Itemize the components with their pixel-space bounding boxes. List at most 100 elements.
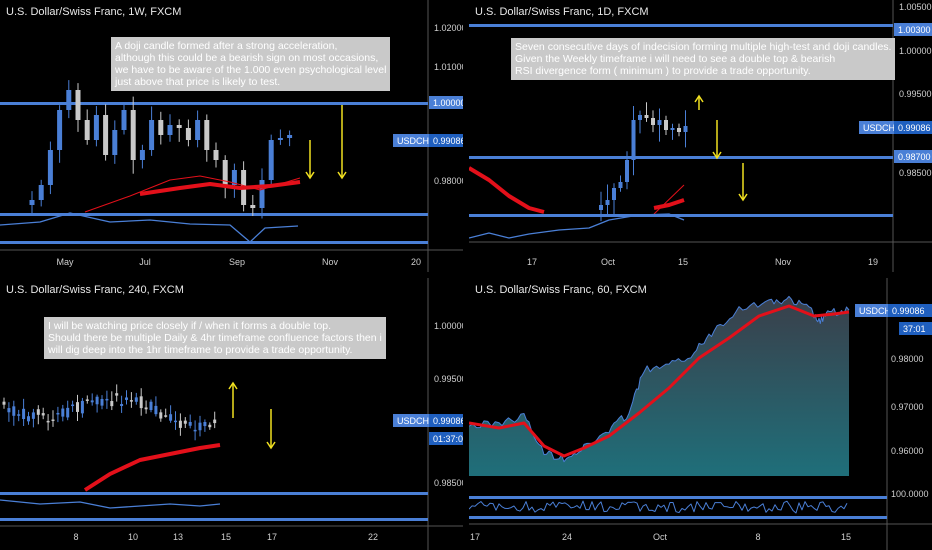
h4-annotation: I will be watching price closely if / wh… [44, 317, 386, 359]
current-price-tag-bg [429, 134, 463, 147]
price-area-fill [469, 296, 849, 476]
time-tick-label: 17 [527, 257, 537, 267]
h4-candle [41, 413, 45, 416]
daily-candle [670, 128, 675, 130]
symbol-tag-bg [859, 121, 901, 134]
symbol-tag: USDCHF [397, 416, 435, 426]
price-tick-label: 0.98500 [899, 168, 932, 178]
h4-candle [85, 399, 89, 401]
bearish-target-arrow-head [337, 171, 347, 180]
oscillator-line [469, 500, 848, 514]
weekly-candle [277, 138, 283, 140]
fast-moving-average [653, 184, 685, 215]
h4-candle [95, 396, 99, 405]
current-price-tag: 0.99086 [433, 136, 463, 146]
h4-candle [129, 400, 133, 402]
weekly-candle [66, 90, 72, 110]
weekly-candle [57, 110, 63, 150]
slow-moving-average [83, 443, 221, 492]
daily-candle [599, 205, 603, 210]
h4-candle [198, 422, 202, 431]
symbol-tag: USDCHF [397, 136, 435, 146]
daily-chart-title: U.S. Dollar/Swiss Franc, 1D, FXCM [475, 6, 649, 18]
h4-candle [144, 407, 148, 410]
daily-annotation-line: Given the Weekly timeframe i will need t… [515, 53, 836, 65]
weekly-annotation-line: A doji candle formed after a strong acce… [115, 40, 338, 52]
slow-moving-average [139, 180, 301, 196]
daily-candle [612, 188, 616, 200]
oscillator-line [0, 212, 299, 243]
bullish-arrow-head [228, 381, 238, 390]
h1-chart[interactable]: 0.98000 0.97000 0.96000 100.0000 USDCHF0.990… [469, 278, 932, 550]
h4-candle [154, 405, 158, 415]
h4-candle [100, 399, 104, 406]
h4-candle [110, 401, 114, 407]
weekly-candle [185, 128, 191, 140]
weekly-candle [231, 170, 237, 185]
weekly-candle [195, 120, 201, 140]
weekly-candle [103, 115, 109, 155]
daily-candle [683, 126, 688, 132]
price-tick-label: 0.98500 [434, 478, 463, 488]
h4-candle [203, 421, 207, 427]
h4-candle [17, 414, 21, 416]
weekly-candle [250, 205, 256, 208]
h4-candle [2, 401, 6, 405]
h4-candle [12, 406, 16, 416]
daily-candle [625, 160, 629, 182]
h4-candle [90, 400, 94, 403]
time-tick-label: 20 [411, 257, 421, 267]
current-price-tag: 0.99086 [433, 416, 463, 426]
price-tick-label: 0.97000 [891, 402, 924, 412]
daily-annotation: Seven consecutive days of indecision for… [511, 38, 896, 80]
daily-chart[interactable]: 1.00500 1.00000 0.99500 0.98500 1.00300 USDCH… [469, 0, 932, 272]
bullish-arrow-head [694, 94, 704, 103]
h4-candle [125, 397, 128, 400]
support-price-tag: 0.98700 [898, 152, 931, 162]
daily-chart-panel[interactable]: 1.00500 1.00000 0.99500 0.98500 1.00300 USDCH… [469, 0, 932, 272]
h4-candle [134, 397, 138, 402]
weekly-candle [176, 125, 182, 128]
weekly-candle [139, 150, 145, 160]
oscillator-lower-band [0, 518, 428, 521]
weekly-candle [204, 120, 210, 150]
h1-chart-panel[interactable]: 0.98000 0.97000 0.96000 100.0000 USDCHF 0.990… [469, 278, 932, 550]
h4-candle [46, 420, 50, 423]
price-tick-label: 0.99500 [899, 89, 932, 99]
oscillator-lower-band [469, 516, 887, 519]
time-tick-label: Nov [322, 257, 339, 267]
level-price-tag: 1.00000 [433, 98, 463, 108]
h4-candle [115, 393, 119, 396]
daily-candle [605, 200, 610, 205]
oscillator-upper-band [469, 496, 887, 499]
slow-moving-average [469, 166, 545, 214]
h4-candle [183, 420, 187, 424]
h4-candle [76, 402, 79, 412]
time-tick-label: 24 [562, 532, 572, 542]
countdown-tag: 37:01 [903, 324, 926, 334]
daily-annotation-line: Seven consecutive days of indecision for… [515, 41, 892, 53]
h4-candle [208, 424, 212, 428]
weekly-candle [268, 140, 274, 180]
support-price-tag-bg [894, 150, 932, 163]
h4-candle [7, 408, 11, 413]
symbol-tag-bg [393, 414, 435, 427]
h4-candle [169, 414, 173, 421]
price-tick-label: 0.96000 [891, 446, 924, 456]
resistance-level-line [469, 24, 893, 27]
time-tick-label: 15 [678, 257, 688, 267]
time-tick-label: Sep [229, 257, 245, 267]
price-tick-label: 1.00000 [899, 46, 932, 56]
current-price-tag-bg [894, 121, 932, 134]
moving-average [469, 304, 850, 458]
time-tick-label: 17 [267, 532, 277, 542]
daily-candle [651, 118, 655, 125]
oscillator-line [469, 213, 685, 239]
h4-candle [193, 429, 197, 432]
oscillator-line [0, 499, 221, 509]
